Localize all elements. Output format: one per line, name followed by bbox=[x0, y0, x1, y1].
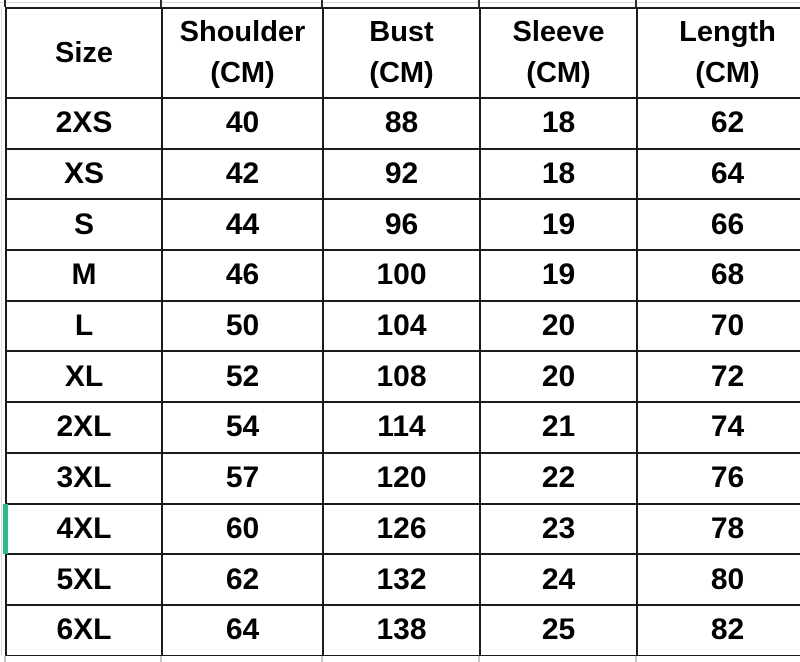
header-cell-shoulder[interactable]: Shoulder (CM) bbox=[161, 7, 324, 99]
bust-cell[interactable]: 138 bbox=[322, 603, 481, 657]
shoulder-cell[interactable]: 44 bbox=[161, 198, 324, 252]
length-cell[interactable]: 82 bbox=[636, 603, 800, 657]
sleeve-cell[interactable]: 25 bbox=[479, 603, 638, 657]
sleeve-cell[interactable]: 23 bbox=[479, 502, 638, 556]
sleeve-cell[interactable]: 21 bbox=[479, 401, 638, 454]
size-cell[interactable]: 3XL bbox=[5, 451, 163, 505]
shoulder-cell[interactable]: 60 bbox=[161, 502, 324, 556]
header-cell-size[interactable]: Size bbox=[5, 7, 163, 99]
length-cell[interactable]: 64 bbox=[636, 147, 800, 201]
table-row: 5XL 62 132 24 80 bbox=[5, 553, 800, 606]
size-cell[interactable]: 2XS bbox=[5, 97, 163, 150]
sleeve-cell[interactable]: 19 bbox=[479, 198, 638, 252]
bust-cell[interactable]: 104 bbox=[322, 299, 481, 353]
bust-cell[interactable]: 96 bbox=[322, 198, 481, 252]
grid-tick bbox=[478, 656, 480, 662]
header-unit: (CM) bbox=[695, 57, 760, 89]
shoulder-cell[interactable]: 52 bbox=[161, 350, 324, 404]
length-cell[interactable]: 76 bbox=[636, 451, 800, 505]
grid-tick bbox=[160, 0, 162, 7]
length-cell[interactable]: 78 bbox=[636, 502, 800, 556]
sleeve-cell[interactable]: 19 bbox=[479, 249, 638, 302]
header-cell-length[interactable]: Length (CM) bbox=[636, 7, 800, 99]
shoulder-cell[interactable]: 62 bbox=[161, 553, 324, 606]
table-row: 2XS 40 88 18 62 bbox=[5, 97, 800, 150]
header-label: Length bbox=[679, 16, 776, 49]
bust-cell[interactable]: 92 bbox=[322, 147, 481, 201]
grid-tick bbox=[160, 656, 162, 662]
shoulder-cell[interactable]: 42 bbox=[161, 147, 324, 201]
bust-cell[interactable]: 114 bbox=[322, 401, 481, 454]
bust-cell[interactable]: 120 bbox=[322, 451, 481, 505]
header-label: Bust bbox=[369, 16, 434, 49]
size-cell[interactable]: S bbox=[5, 198, 163, 252]
sleeve-cell[interactable]: 18 bbox=[479, 147, 638, 201]
header-unit: (CM) bbox=[369, 57, 434, 89]
length-cell[interactable]: 74 bbox=[636, 401, 800, 454]
header-unit: (CM) bbox=[210, 57, 275, 89]
shoulder-cell[interactable]: 40 bbox=[161, 97, 324, 150]
shoulder-cell[interactable]: 50 bbox=[161, 299, 324, 353]
size-cell[interactable]: 2XL bbox=[5, 401, 163, 454]
bust-cell[interactable]: 88 bbox=[322, 97, 481, 150]
bust-cell[interactable]: 100 bbox=[322, 249, 481, 302]
bottom-grid-strip bbox=[0, 656, 800, 662]
length-cell[interactable]: 80 bbox=[636, 553, 800, 606]
length-cell[interactable]: 70 bbox=[636, 299, 800, 353]
size-cell[interactable]: M bbox=[5, 249, 163, 302]
table-row: S 44 96 19 66 bbox=[5, 198, 800, 252]
length-cell[interactable]: 72 bbox=[636, 350, 800, 404]
header-cell-bust[interactable]: Bust (CM) bbox=[322, 7, 481, 99]
size-cell[interactable]: XS bbox=[5, 147, 163, 201]
table-row: XS 42 92 18 64 bbox=[5, 147, 800, 201]
sleeve-cell[interactable]: 20 bbox=[479, 350, 638, 404]
length-cell[interactable]: 66 bbox=[636, 198, 800, 252]
header-cell-sleeve[interactable]: Sleeve (CM) bbox=[479, 7, 638, 99]
sleeve-cell[interactable]: 20 bbox=[479, 299, 638, 353]
table-row: 6XL 64 138 25 82 bbox=[5, 603, 800, 657]
length-cell[interactable]: 62 bbox=[636, 97, 800, 150]
grid-tick bbox=[478, 0, 480, 7]
header-label: Sleeve bbox=[512, 16, 605, 49]
header-label: Size bbox=[54, 36, 114, 69]
header-row: Size Shoulder (CM) Bust (CM) Sleeve (CM) Le… bbox=[5, 7, 800, 99]
grid-tick bbox=[321, 0, 323, 7]
bust-cell[interactable]: 132 bbox=[322, 553, 481, 606]
shoulder-cell[interactable]: 46 bbox=[161, 249, 324, 302]
header-label: Shoulder bbox=[179, 16, 306, 49]
table-row: M 46 100 19 68 bbox=[5, 249, 800, 302]
top-grid-strip bbox=[0, 0, 800, 7]
size-cell[interactable]: 5XL bbox=[5, 553, 163, 606]
grid-tick bbox=[321, 656, 323, 662]
size-chart-table: Size Shoulder (CM) Bust (CM) Sleeve (CM) Le… bbox=[5, 7, 800, 657]
size-cell[interactable]: 6XL bbox=[5, 603, 163, 657]
spreadsheet-gridline bbox=[0, 2, 800, 3]
grid-tick bbox=[4, 656, 6, 662]
table-row: 2XL 54 114 21 74 bbox=[5, 401, 800, 454]
shoulder-cell[interactable]: 54 bbox=[161, 401, 324, 454]
grid-tick bbox=[635, 0, 637, 7]
header-unit: (CM) bbox=[526, 57, 591, 89]
sleeve-cell[interactable]: 22 bbox=[479, 451, 638, 505]
shoulder-cell[interactable]: 64 bbox=[161, 603, 324, 657]
table-row: XL 52 108 20 72 bbox=[5, 350, 800, 404]
length-cell[interactable]: 68 bbox=[636, 249, 800, 302]
selected-cell-indicator bbox=[3, 504, 8, 554]
size-cell-selected[interactable]: 4XL bbox=[5, 502, 163, 556]
size-cell[interactable]: L bbox=[5, 299, 163, 353]
table-row: L 50 104 20 70 bbox=[5, 299, 800, 353]
bust-cell[interactable]: 108 bbox=[322, 350, 481, 404]
grid-tick bbox=[635, 656, 637, 662]
spreadsheet-gridline bbox=[1, 0, 2, 662]
table-row: 3XL 57 120 22 76 bbox=[5, 451, 800, 505]
shoulder-cell[interactable]: 57 bbox=[161, 451, 324, 505]
grid-tick bbox=[4, 0, 6, 7]
size-cell[interactable]: XL bbox=[5, 350, 163, 404]
sleeve-cell[interactable]: 24 bbox=[479, 553, 638, 606]
sleeve-cell[interactable]: 18 bbox=[479, 97, 638, 150]
bust-cell[interactable]: 126 bbox=[322, 502, 481, 556]
table-row selected-row: 4XL 60 126 23 78 bbox=[5, 502, 800, 556]
